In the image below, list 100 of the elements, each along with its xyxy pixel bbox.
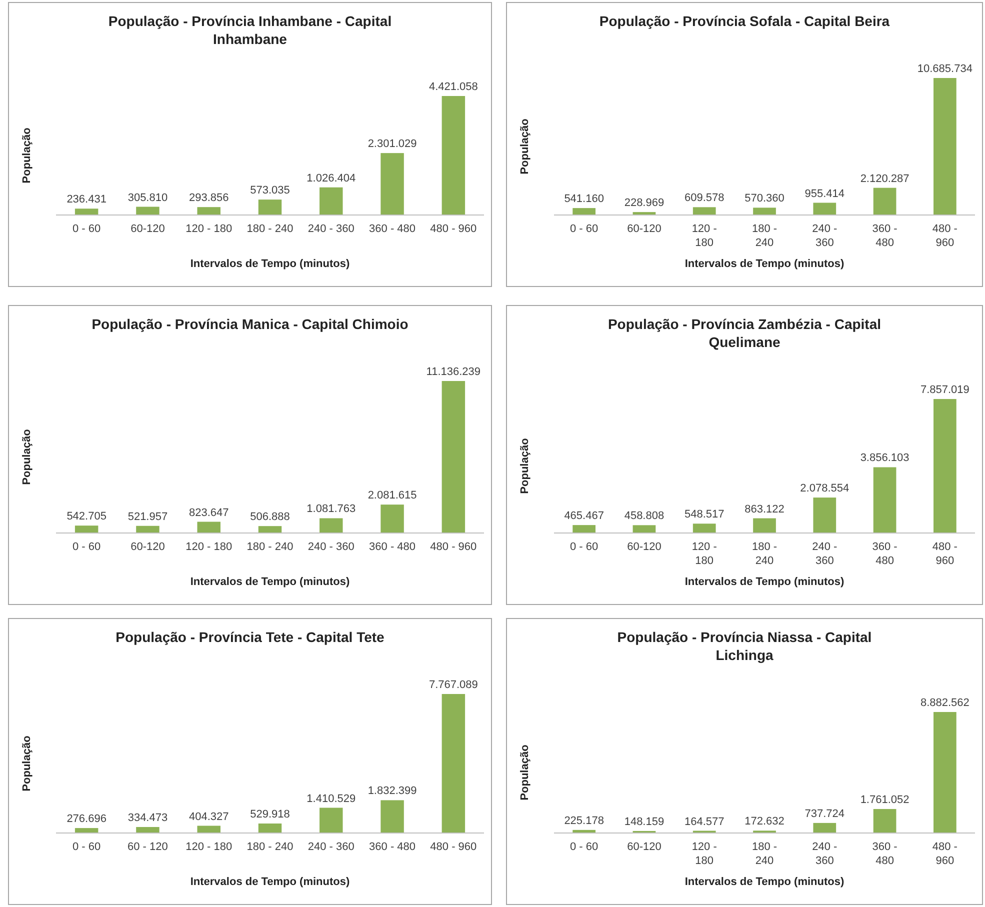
x-tick-label: 120 - 180 xyxy=(186,541,232,553)
bar xyxy=(320,518,343,533)
data-label: 506.888 xyxy=(250,511,290,524)
x-tick-label: 180 - 240 xyxy=(752,841,778,867)
y-axis-title: População xyxy=(21,428,33,485)
data-label: 529.918 xyxy=(250,808,290,821)
data-label: 7.857.019 xyxy=(920,384,970,396)
x-tick-label: 180 - 240 xyxy=(752,541,778,567)
data-label: 404.327 xyxy=(188,810,229,823)
x-tick-label: 360 - 480 xyxy=(872,841,898,867)
y-axis-title: População xyxy=(21,735,33,792)
x-tick-label: 240 - 360 xyxy=(308,541,354,553)
data-label: 3.856.103 xyxy=(860,452,910,464)
data-label: 4.421.058 xyxy=(428,81,478,93)
bar xyxy=(753,208,776,215)
data-label: 11.136.239 xyxy=(426,366,481,378)
bar xyxy=(873,467,896,533)
x-tick-label: 120 - 180 xyxy=(186,223,232,235)
data-label: 225.178 xyxy=(564,814,604,827)
chart-title: População - Província Zambézia - Capital Quelimane xyxy=(608,316,882,350)
x-tick-label: 60 - 120 xyxy=(128,841,168,853)
data-label: 2.120.287 xyxy=(860,172,910,185)
bar xyxy=(258,200,282,215)
chart-title: População - Província Manica - Capital Chimoio xyxy=(92,316,408,332)
data-label: 863.122 xyxy=(744,503,784,516)
x-axis-title: Intervalos de Tempo (minutos) xyxy=(684,576,844,588)
bar xyxy=(753,518,776,533)
data-label: 1.832.399 xyxy=(368,785,417,798)
data-label: 573.035 xyxy=(250,184,290,197)
x-axis-title: Intervalos de Tempo (minutos) xyxy=(684,876,844,888)
bar xyxy=(197,522,220,533)
bar xyxy=(873,188,896,215)
bar xyxy=(572,525,596,533)
x-tick-label: 120 - 180 xyxy=(692,841,718,867)
data-label: 1.761.052 xyxy=(860,794,910,806)
bar xyxy=(692,524,716,533)
data-label: 737.724 xyxy=(804,808,845,820)
data-label: 236.431 xyxy=(66,194,106,206)
bar xyxy=(320,808,343,833)
data-label: 1.410.529 xyxy=(306,792,356,805)
data-label: 2.081.615 xyxy=(368,490,417,502)
data-label: 7.767.089 xyxy=(428,679,478,691)
bar xyxy=(442,96,466,215)
x-tick-label: 180 - 240 xyxy=(246,223,294,235)
data-label: 8.882.562 xyxy=(920,697,970,709)
x-tick-label: 480 - 960 xyxy=(430,223,477,235)
x-tick-label: 180 - 240 xyxy=(246,841,294,853)
x-tick-label: 240 - 360 xyxy=(812,223,838,249)
bar xyxy=(197,826,220,833)
data-label: 570.360 xyxy=(744,192,784,205)
data-label: 1.026.404 xyxy=(306,172,356,184)
bar xyxy=(74,526,98,533)
x-tick-label: 0 - 60 xyxy=(72,223,101,235)
x-tick-label: 240 - 360 xyxy=(308,841,354,853)
bar xyxy=(258,526,282,533)
x-tick-label: 180 - 240 xyxy=(246,541,294,553)
x-tick-label: 60-120 xyxy=(130,223,165,235)
x-axis-title: Intervalos de Tempo (minutos) xyxy=(190,576,350,588)
x-tick-label: 480 - 960 xyxy=(430,541,477,553)
x-tick-label: 60-120 xyxy=(627,541,662,553)
bar xyxy=(136,206,160,215)
data-label: 542.705 xyxy=(66,510,106,523)
bar xyxy=(74,828,98,833)
data-label: 305.810 xyxy=(128,192,168,204)
data-label: 465.467 xyxy=(564,510,604,522)
x-tick-label: 240 - 360 xyxy=(308,223,354,235)
x-tick-label: 480 - 960 xyxy=(430,841,477,853)
data-label: 2.078.554 xyxy=(800,482,850,495)
x-tick-label: 360 - 480 xyxy=(369,223,416,235)
bar xyxy=(136,526,160,533)
data-label: 276.696 xyxy=(66,813,106,826)
x-tick-label: 360 - 480 xyxy=(369,541,416,553)
bar xyxy=(320,187,343,215)
x-tick-label: 0 - 60 xyxy=(72,541,101,553)
x-axis-title: Intervalos de Tempo (minutos) xyxy=(684,258,844,270)
x-tick-label: 0 - 60 xyxy=(570,541,598,553)
chart-title: População - Província Niassa - Capital Lichinga xyxy=(617,629,872,663)
x-tick-label: 60-120 xyxy=(130,541,165,553)
bar xyxy=(813,498,836,533)
y-axis-title: População xyxy=(519,118,531,174)
bar xyxy=(442,694,466,833)
bar xyxy=(380,800,404,833)
bar xyxy=(572,208,596,215)
x-axis-title: Intervalos de Tempo (minutos) xyxy=(190,876,350,888)
bar xyxy=(380,153,404,215)
y-axis-title: População xyxy=(519,744,531,800)
chart-title: População - Província Inhambane - Capital Inhambane xyxy=(108,13,392,47)
bar xyxy=(632,525,656,533)
bar xyxy=(258,824,282,833)
x-tick-label: 240 - 360 xyxy=(812,541,838,567)
x-tick-label: 0 - 60 xyxy=(570,841,598,853)
bar xyxy=(442,381,466,533)
x-tick-label: 60-120 xyxy=(627,223,662,235)
chart-title: População - Província Tete - Capital Tete xyxy=(116,629,385,645)
bar xyxy=(692,207,716,215)
x-tick-label: 120 - 180 xyxy=(692,541,718,567)
data-label: 228.969 xyxy=(624,197,664,210)
data-label: 521.957 xyxy=(128,510,168,523)
data-label: 955.414 xyxy=(804,188,845,200)
data-label: 172.632 xyxy=(744,816,784,828)
